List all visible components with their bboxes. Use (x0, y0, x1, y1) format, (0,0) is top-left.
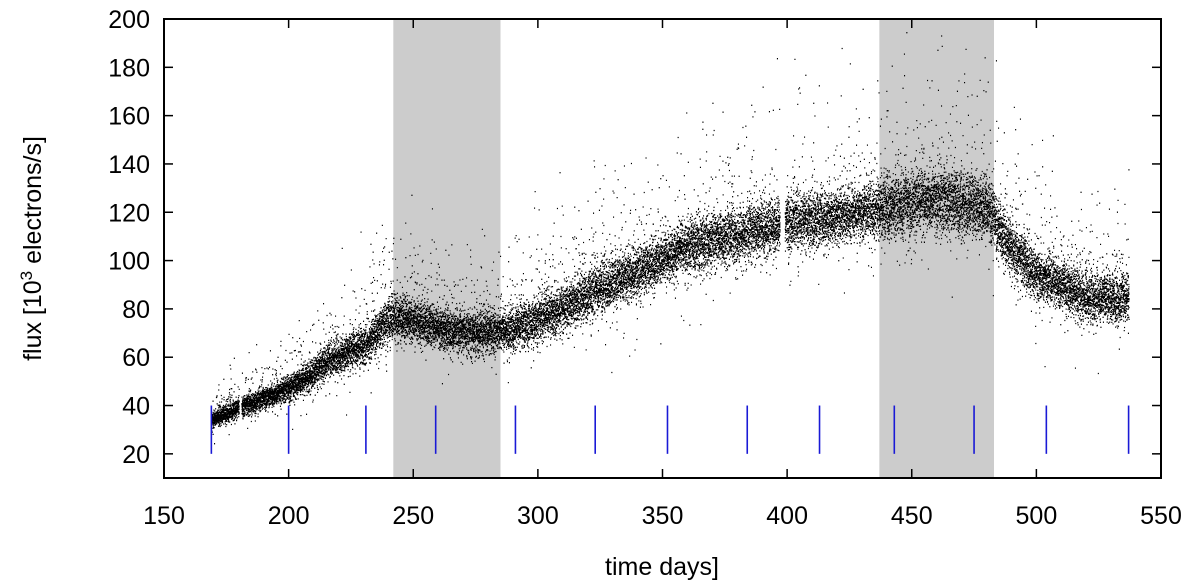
y-axis-label-rest: electrons/s] (19, 136, 47, 271)
y-tick-labels: 20 40 60 80 100 120 140 160 180 200 (108, 6, 150, 469)
y-tick-label-60: 60 (122, 344, 150, 372)
y-tick-label-80: 80 (122, 296, 150, 324)
plot-frame (163, 18, 1162, 479)
shaded-region-2 (879, 19, 995, 478)
y-tick-label-200: 200 (108, 6, 150, 34)
x-tick-labels: 150 200 250 300 350 400 450 500 550 (143, 502, 1182, 530)
x-axis-label: time days] (605, 553, 719, 581)
y-tick-label-140: 140 (108, 151, 150, 179)
y-axis-label-sup: 3 (17, 271, 36, 280)
blue-markers (210, 405, 1130, 454)
y-axis-label-main: flux [10 (19, 280, 47, 361)
x-tick-label-400: 400 (766, 502, 808, 530)
y-tick-label-120: 120 (108, 199, 150, 227)
x-tick-label-500: 500 (1016, 502, 1058, 530)
axis-ticks (163, 18, 1162, 478)
y-tick-label-20: 20 (122, 441, 150, 469)
shaded-region-1 (393, 19, 501, 478)
x-tick-label-150: 150 (143, 502, 185, 530)
x-tick-label-450: 450 (891, 502, 933, 530)
x-tick-label-350: 350 (642, 502, 684, 530)
x-tick-label-300: 300 (517, 502, 559, 530)
y-axis-label: flux [103 electrons/s] (17, 136, 48, 361)
y-tick-label-40: 40 (122, 393, 150, 421)
y-tick-label-180: 180 (108, 54, 150, 82)
y-tick-label-160: 160 (108, 103, 150, 131)
x-tick-label-550: 550 (1140, 502, 1182, 530)
x-tick-label-250: 250 (392, 502, 434, 530)
shaded-regions (393, 19, 995, 478)
x-tick-label-200: 200 (268, 502, 310, 530)
y-tick-label-100: 100 (108, 248, 150, 276)
